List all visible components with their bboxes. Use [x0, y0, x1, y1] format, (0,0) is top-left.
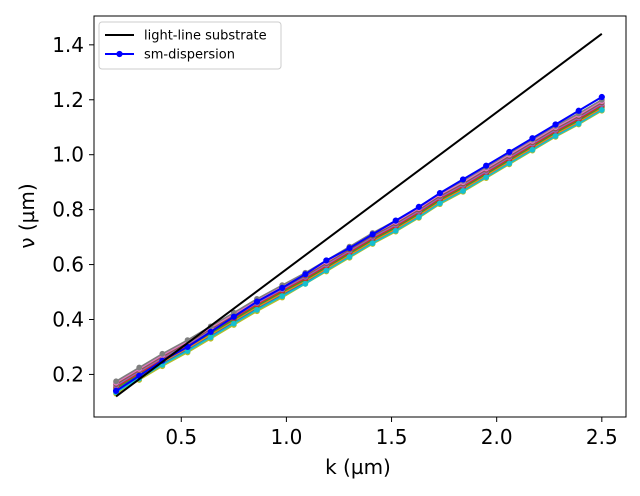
data-point-series-10	[437, 200, 443, 207]
series-line-series-10	[115, 109, 603, 393]
data-point-series-8	[136, 364, 143, 371]
x-tick-label: 0.5	[165, 425, 197, 449]
data-point-series-10	[483, 174, 490, 181]
data-point-series-10	[392, 227, 399, 234]
data-point-series-10	[346, 253, 353, 260]
data-point-sm-dispersion	[207, 328, 214, 335]
data-point-sm-dispersion	[346, 244, 353, 252]
data-point-sm-dispersion	[575, 107, 582, 114]
data-point-series-10	[369, 240, 376, 247]
data-point-sm-dispersion	[279, 284, 286, 292]
series-line-sm-dispersion	[115, 96, 603, 392]
y-tick-label: 0.4	[52, 307, 84, 331]
data-point-sm-dispersion	[253, 298, 261, 305]
series-sm-dispersion	[112, 93, 605, 395]
data-point-series-10	[575, 120, 582, 127]
data-point-sm-dispersion	[529, 135, 536, 142]
data-point-sm-dispersion	[506, 148, 513, 156]
data-point-series-10	[254, 306, 260, 313]
y-tick-label: 0.2	[52, 362, 84, 386]
data-point-sm-dispersion	[230, 313, 237, 320]
data-point-series-8	[113, 378, 119, 385]
y-axis-label: ν (µm)	[15, 183, 39, 248]
data-point-sm-dispersion	[552, 121, 559, 128]
x-tick-label: 1.0	[270, 425, 302, 449]
data-point-series-10	[529, 146, 536, 153]
data-point-series-10	[415, 214, 422, 220]
data-point-sm-dispersion	[415, 203, 422, 210]
data-point-series-10	[460, 188, 466, 194]
data-point-sm-dispersion	[483, 162, 490, 169]
data-point-sm-dispersion	[112, 387, 120, 395]
data-point-series-10	[598, 107, 605, 113]
x-tick-label: 1.5	[376, 425, 408, 449]
x-tick-label: 2.5	[586, 425, 618, 449]
data-point-sm-dispersion	[392, 217, 399, 224]
data-point-sm-dispersion	[184, 343, 191, 351]
data-point-series-8	[159, 350, 166, 357]
data-point-series-10	[323, 267, 330, 274]
series-line-series-2	[115, 107, 603, 391]
data-point-series-10	[302, 280, 309, 287]
legend: light-line substrate sm-dispersion	[98, 21, 282, 70]
legend-label-light-line: light-line substrate	[144, 29, 267, 44]
data-point-sm-dispersion	[369, 231, 376, 238]
legend-label-sm-dispersion: sm-dispersion	[144, 48, 235, 63]
x-axis-label: k (µm)	[325, 455, 391, 479]
series-line-series-6	[115, 101, 603, 385]
y-tick-label: 1.0	[52, 143, 84, 167]
data-point-sm-dispersion	[436, 190, 444, 197]
data-point-sm-dispersion	[323, 257, 330, 264]
y-tick-label: 1.4	[52, 33, 84, 57]
data-point-series-10	[279, 293, 286, 300]
data-point-series-10	[207, 334, 214, 341]
data-point-series-10	[552, 133, 559, 139]
y-tick-label: 0.8	[52, 198, 84, 222]
x-tick-label: 2.0	[481, 425, 513, 449]
series-line-light-line-substrate	[115, 33, 603, 398]
y-tick-label: 0.6	[52, 253, 84, 277]
data-point-sm-dispersion	[302, 271, 309, 278]
y-tick-label: 1.2	[52, 88, 84, 112]
series-line-series-5	[115, 103, 603, 387]
data-point-sm-dispersion	[598, 93, 605, 101]
data-point-sm-dispersion	[459, 176, 467, 183]
series-light-line-substrate	[115, 33, 603, 398]
data-point-series-10	[230, 320, 237, 327]
data-point-series-10	[506, 160, 513, 167]
legend-marker-sm-dispersion	[116, 50, 123, 58]
axes-frame	[93, 15, 627, 418]
legend-box	[98, 21, 282, 70]
